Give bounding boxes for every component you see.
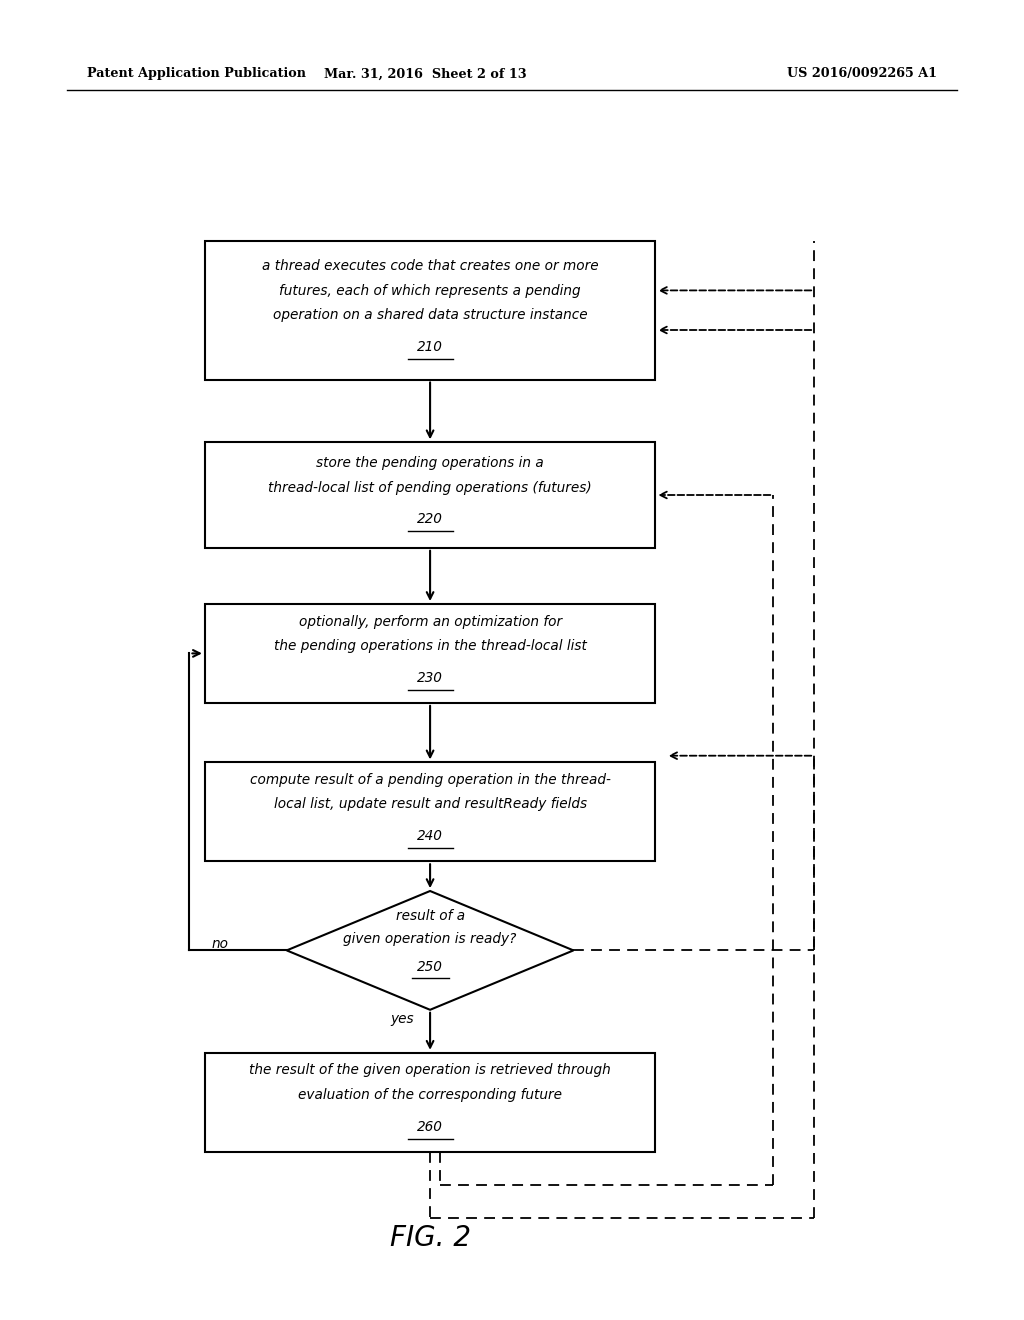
Text: no: no [212, 937, 228, 950]
Text: the pending operations in the thread-local list: the pending operations in the thread-loc… [273, 639, 587, 653]
Text: 210: 210 [417, 339, 443, 354]
Text: FIG. 2: FIG. 2 [389, 1224, 471, 1253]
Text: 260: 260 [417, 1119, 443, 1134]
Text: operation on a shared data structure instance: operation on a shared data structure ins… [272, 308, 588, 322]
Text: thread-local list of pending operations (futures): thread-local list of pending operations … [268, 480, 592, 495]
Text: given operation is ready?: given operation is ready? [343, 932, 517, 946]
Text: a thread executes code that creates one or more: a thread executes code that creates one … [262, 259, 598, 273]
Bar [205, 442, 655, 548]
Text: the result of the given operation is retrieved through: the result of the given operation is ret… [249, 1064, 611, 1077]
Text: result of a: result of a [395, 908, 465, 923]
Text: local list, update result and resultReady fields: local list, update result and resultRead… [273, 797, 587, 812]
Bar [205, 762, 655, 861]
Bar [205, 1053, 655, 1151]
Text: 240: 240 [417, 829, 443, 843]
Text: 250: 250 [417, 960, 443, 974]
Text: US 2016/0092265 A1: US 2016/0092265 A1 [787, 67, 937, 81]
Bar [205, 242, 655, 380]
Text: yes: yes [390, 1012, 415, 1026]
Text: 230: 230 [417, 671, 443, 685]
Text: evaluation of the corresponding future: evaluation of the corresponding future [298, 1088, 562, 1102]
Text: optionally, perform an optimization for: optionally, perform an optimization for [299, 615, 561, 628]
Text: 220: 220 [417, 512, 443, 527]
Text: Patent Application Publication: Patent Application Publication [87, 67, 306, 81]
Bar [205, 605, 655, 702]
Polygon shape [287, 891, 573, 1010]
Text: futures, each of which represents a pending: futures, each of which represents a pend… [280, 284, 581, 298]
Text: compute result of a pending operation in the thread-: compute result of a pending operation in… [250, 774, 610, 787]
Text: store the pending operations in a: store the pending operations in a [316, 457, 544, 470]
Text: Mar. 31, 2016  Sheet 2 of 13: Mar. 31, 2016 Sheet 2 of 13 [324, 67, 526, 81]
